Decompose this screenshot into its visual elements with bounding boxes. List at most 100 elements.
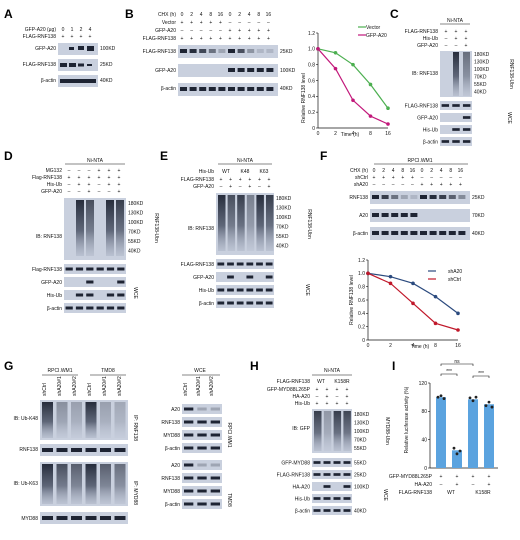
b-actin-band <box>247 87 255 91</box>
f-cell: + <box>440 182 443 188</box>
g1-wce-label: A20 <box>171 407 180 413</box>
d-smear <box>86 200 94 256</box>
f-row-label-1: CHX (h) <box>350 168 368 174</box>
d-wce-label: WCE <box>132 287 138 299</box>
i-cell: + <box>472 474 475 480</box>
h-cell: + <box>346 387 349 393</box>
g1-wce-label: β-actin <box>165 446 180 452</box>
b-cell: + <box>181 36 184 42</box>
g-k63-smear <box>56 464 68 504</box>
h-wce-band <box>323 485 331 488</box>
h-smear <box>314 411 322 451</box>
c-wce-band <box>462 128 471 131</box>
panel-label-e: E <box>160 149 168 163</box>
c-wce-band <box>441 104 450 107</box>
d-cell: + <box>78 175 81 181</box>
i-cell: + <box>440 474 443 480</box>
f-cell: – <box>401 182 404 188</box>
f-actin-band <box>420 231 427 235</box>
e-wce-band <box>246 262 254 266</box>
h-wce-band <box>333 461 341 464</box>
b-cell: + <box>190 20 193 26</box>
f-x-tick-label: 0 <box>367 343 370 349</box>
d-cell: – <box>88 168 91 174</box>
f-chart-ylabel: Relative RNF138 level <box>349 275 355 325</box>
a-band <box>78 46 84 50</box>
h-wce-blot <box>312 494 352 503</box>
d-cell: – <box>68 189 71 195</box>
h-smear <box>333 411 342 451</box>
h-wce-band <box>333 509 341 512</box>
g-wce-header: WCE <box>194 368 206 374</box>
g-lane-label: shA20#1 <box>102 376 108 396</box>
c-cell: + <box>455 36 458 42</box>
b-actin-band <box>237 87 245 91</box>
g2-wce-band <box>184 463 194 467</box>
h-cell: + <box>336 401 339 407</box>
i-type-k158r: K158R <box>475 490 491 496</box>
f-rnf-band <box>458 195 466 199</box>
e-wce-band <box>217 301 225 305</box>
d-wce-band <box>117 280 125 284</box>
e-ni-nta-blot <box>216 193 274 255</box>
d-condition-grid: – – – + + ++ + + + + +– + + – + +– – + – – + <box>68 168 121 195</box>
d-wce-band <box>117 306 125 310</box>
d-marker: 100KD <box>128 220 144 226</box>
h-wce-band <box>323 497 331 500</box>
d-cell: + <box>78 182 81 188</box>
f-x-tick-label: 4 <box>412 343 415 349</box>
d-cell: + <box>108 168 111 174</box>
b-cell: + <box>267 36 270 42</box>
f-cell: 4 <box>440 168 443 174</box>
c-wce-label: GFP-A20 <box>417 115 438 121</box>
i-bar <box>436 397 446 468</box>
f-actin-band <box>391 231 399 235</box>
f-actin-band <box>448 231 456 235</box>
c-wce-band <box>462 140 471 143</box>
f-legend-sha20: shA20 <box>448 269 462 275</box>
i-point <box>439 394 443 398</box>
d-cell: + <box>98 175 101 181</box>
b-point <box>333 66 338 71</box>
b-actin-band <box>208 87 216 91</box>
g-lane-label: shCtrl <box>87 383 93 396</box>
b-y-tick-label: 0.4 <box>308 94 315 100</box>
e-marker: 40KD <box>276 244 289 250</box>
h-smear <box>323 411 332 451</box>
i-cell: – <box>472 482 475 488</box>
b-rnf-band <box>256 49 264 53</box>
i-cell: + <box>456 482 459 488</box>
e-cell: + <box>229 184 232 190</box>
g-k63-smear <box>114 464 126 504</box>
g-k48-smear <box>56 402 68 438</box>
c-marker: 180KD <box>474 52 490 58</box>
c-wce-band <box>452 104 460 107</box>
e-cell: + <box>258 177 261 183</box>
g-header-2: TMD8 <box>101 368 115 374</box>
f-point <box>433 294 438 299</box>
f-row-label-2: shCtrl <box>355 175 368 181</box>
b-row-label-4: FLAG-RNF138 <box>143 36 177 42</box>
g-myd88-band <box>42 516 53 520</box>
f-blot-label-1: RNF138 <box>349 195 368 201</box>
b-cell: + <box>257 36 260 42</box>
panel-h: Ni-NTA FLAG-RNF138 WT K158R GFP-MYD88L26… <box>267 368 390 515</box>
a-blot-label-1: GFP-A20 <box>35 46 56 52</box>
d-wce-blot <box>64 264 126 274</box>
c-wce-label: FLAG-RNF138 <box>405 103 439 109</box>
f-point <box>433 321 438 326</box>
d-cell: + <box>118 168 121 174</box>
g-wce-lane-label: shA20#2 <box>209 376 215 396</box>
b-x-tick-label: 2 <box>334 131 337 137</box>
h-cell: – <box>316 394 319 400</box>
e-wce-band <box>256 301 263 305</box>
g1-wce-band <box>197 446 207 450</box>
b-cell: + <box>209 20 212 26</box>
b-chart-xlabel: Time (h) <box>341 132 360 138</box>
b-point <box>333 50 338 55</box>
panel-d: Ni-NTA MG132 Flag-RNF138 His-Ub GFP-A20 … <box>32 158 159 313</box>
e-marker: 180KD <box>276 196 292 202</box>
f-point <box>388 274 393 279</box>
h-wce-band <box>343 461 351 464</box>
